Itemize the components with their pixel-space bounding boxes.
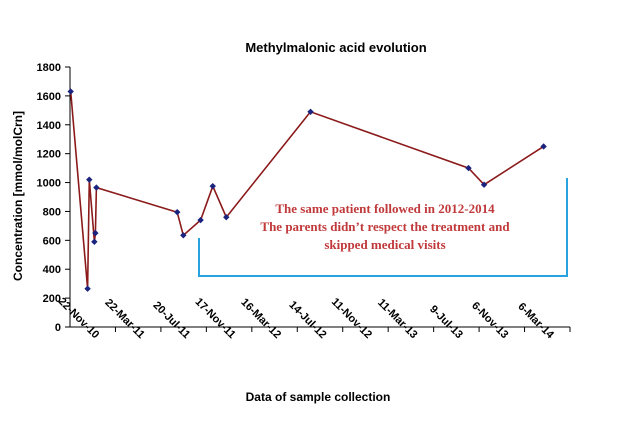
annotation-line: The same patient followed in 2012-2014 [275, 201, 495, 216]
data-point [480, 181, 488, 188]
y-tick-label: 1800 [37, 62, 61, 74]
series-line [69, 91, 545, 289]
y-tick-label: 1600 [37, 91, 61, 103]
series-group [67, 88, 547, 292]
y-tick-label: 1400 [37, 120, 61, 132]
x-tick-label: 22-Mar-11 [102, 297, 146, 341]
x-tick-label: 17-Nov-11 [192, 296, 237, 341]
data-point [209, 182, 216, 190]
data-point [465, 164, 472, 172]
y-tick-label: 1000 [37, 178, 61, 190]
x-tick-label: 11-Nov-12 [329, 296, 374, 341]
annotation-line: The parents didn’t respect the treatment… [260, 219, 510, 234]
y-axis-label: Concentration [mmol/molCrn] [11, 111, 25, 281]
chart-title: Methylmalonic acid evolution [245, 40, 426, 55]
x-tick-label: 9-Jul-13 [427, 303, 465, 341]
annotation-text: The same patient followed in 2012-2014 Th… [260, 201, 510, 252]
data-point [92, 229, 99, 237]
y-tick-label: 0 [55, 322, 61, 334]
data-point [86, 176, 93, 183]
x-tick-label: 11-Mar-13 [375, 297, 419, 341]
y-tick-label: 800 [43, 206, 61, 218]
data-point [197, 216, 204, 224]
y-tick-label: 400 [43, 264, 61, 276]
x-tick-label: 6-Mar-14 [515, 301, 556, 342]
x-tick-label: 6-Nov-13 [469, 300, 510, 341]
x-axis: 22-Nov-10 22-Mar-11 20-Jul-11 17-Nov-11 16-M… [56, 295, 571, 342]
data-point [223, 214, 230, 221]
data-point [174, 208, 181, 216]
x-tick-label: 16-Mar-12 [238, 296, 283, 341]
data-point [307, 108, 314, 115]
x-tick-label: 14-Jul-12 [286, 299, 328, 341]
data-point [540, 143, 547, 150]
y-tick-label: 600 [43, 235, 61, 247]
data-point [93, 184, 100, 191]
data-point [180, 232, 187, 239]
y-tick-label: 1200 [37, 149, 61, 161]
x-tick-label: 20-Jul-11 [150, 299, 192, 341]
data-point [67, 88, 74, 95]
x-axis-label: Data of sample collection [246, 390, 391, 404]
annotation-line: skipped medical visits [324, 237, 445, 252]
bracket-line [198, 178, 568, 277]
annotation-bracket [198, 178, 568, 277]
y-tick-label: 200 [43, 293, 61, 305]
data-point [91, 238, 98, 245]
y-axis: 0 200 400 600 800 1000 1200 1400 1600 1800 [37, 62, 71, 334]
x-tick-label: 22-Nov-10 [56, 295, 102, 341]
data-point [84, 285, 91, 292]
